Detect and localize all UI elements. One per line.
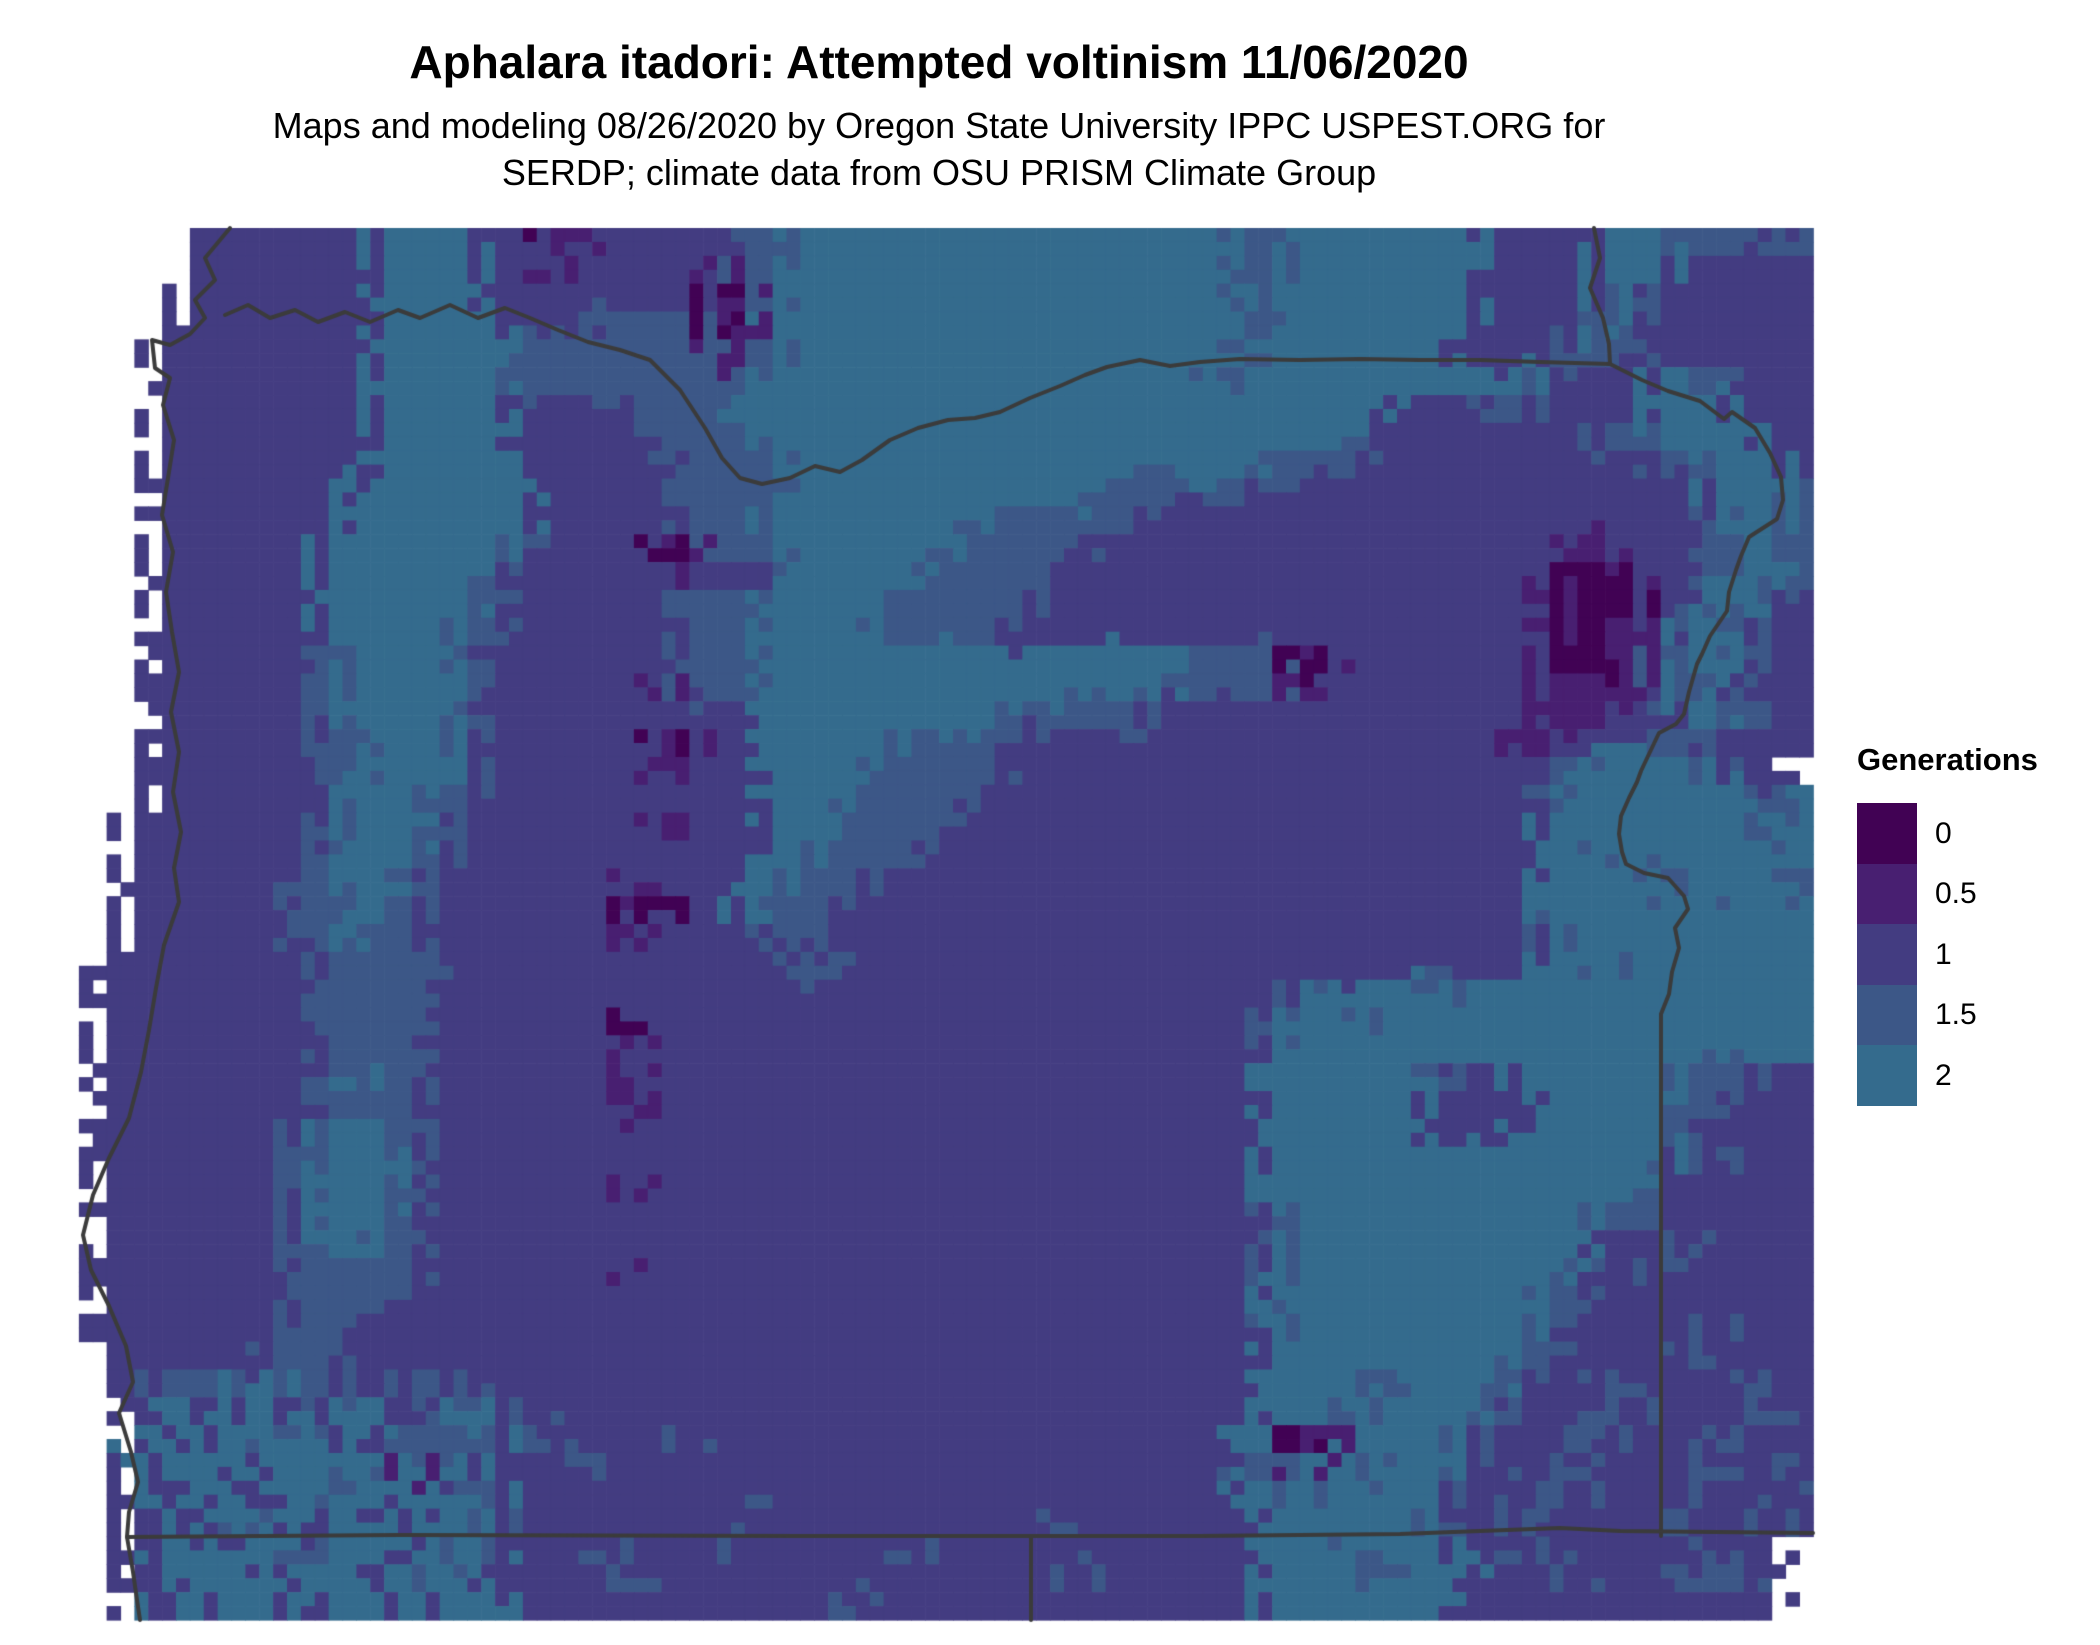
legend-label: 2 [1935, 1058, 1952, 1092]
legend-swatch [1857, 1045, 1917, 1106]
legend-swatch [1857, 803, 1917, 864]
legend-entry: 2 [1857, 1045, 2100, 1106]
chart-subtitle-line2: SERDP; climate data from OSU PRISM Clima… [501, 152, 1377, 193]
legend-title: Generations [1857, 742, 2038, 777]
legend-label: 1.5 [1935, 998, 1977, 1031]
legend-entry: 0.5 [1857, 863, 2100, 925]
legend-entry: 1 [1857, 924, 2100, 985]
legend-swatch [1857, 924, 1917, 985]
chart-header: Aphalara itadori: Attempted voltinism 11… [0, 36, 1878, 196]
legend-swatch [1857, 984, 1917, 1046]
legend-label: 0 [1935, 816, 1952, 850]
chart-title: Aphalara itadori: Attempted voltinism 11… [409, 36, 1469, 88]
legend-entry: 0 [1857, 803, 2100, 864]
legend-entry: 1.5 [1857, 984, 2100, 1046]
legend-label: 0.5 [1935, 877, 1977, 910]
chart-subtitle-line1: Maps and modeling 08/26/2020 by Oregon S… [272, 105, 1606, 146]
legend-label: 1 [1935, 937, 1952, 971]
chart-subtitle: Maps and modeling 08/26/2020 by Oregon S… [0, 102, 1878, 196]
legend-swatch [1857, 863, 1917, 925]
